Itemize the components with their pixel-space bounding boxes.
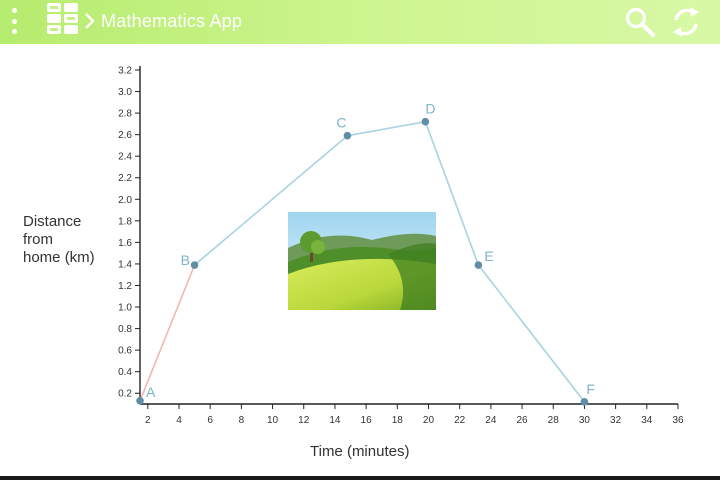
segment-DE <box>424 121 480 266</box>
chart-axes <box>139 66 678 405</box>
x-tick-label: 28 <box>548 415 560 426</box>
y-tick-label: 3.0 <box>118 87 132 98</box>
point-E[interactable] <box>474 261 483 269</box>
x-tick-label: 2 <box>145 415 151 426</box>
y-tick-label: 1.6 <box>118 238 132 249</box>
y-tick-label: 0.6 <box>118 346 132 357</box>
more-vert-icon[interactable] <box>10 8 18 34</box>
x-tick-label: 30 <box>579 415 591 426</box>
y-tick-label: 0.2 <box>118 389 132 400</box>
x-tick-label: 8 <box>239 415 245 426</box>
point-label-F: F <box>586 381 595 397</box>
point-label-A: A <box>146 384 156 400</box>
segment-EF <box>477 264 586 403</box>
segment-CD <box>347 120 426 137</box>
x-tick-label: 16 <box>361 415 373 426</box>
point-F[interactable] <box>580 398 589 406</box>
app-logo-icon[interactable] <box>46 2 80 42</box>
y-tick-label: 0.8 <box>118 324 132 335</box>
y-tick-label: 2.2 <box>118 173 132 184</box>
point-C[interactable] <box>343 131 352 140</box>
y-tick-label: 2.6 <box>118 130 132 141</box>
point-A[interactable] <box>136 396 144 405</box>
point-label-D: D <box>425 101 435 117</box>
x-tick-label: 22 <box>454 415 466 426</box>
axis-titles: Time (minutes) Distance from home (km) <box>23 213 409 460</box>
y-tick-label: 1.0 <box>118 303 132 314</box>
x-tick-label: 36 <box>672 415 684 426</box>
x-tick-label: 14 <box>329 415 341 426</box>
landscape-picture-icon <box>288 212 436 310</box>
app-title: Mathematics App <box>101 11 243 31</box>
x-tick-label: 20 <box>423 415 435 426</box>
y-tick-label: 0.4 <box>118 367 132 378</box>
refresh-icon[interactable] <box>668 4 704 40</box>
x-tick-label: 26 <box>516 415 528 426</box>
y-tick-label: 3.2 <box>118 66 132 77</box>
bottom-divider <box>0 476 720 480</box>
y-tick-label: 2.4 <box>118 152 132 163</box>
y-axis-title-line3: home (km) <box>23 249 95 266</box>
y-tick-label: 1.4 <box>118 259 132 270</box>
point-label-B: B <box>181 252 190 268</box>
chart-series <box>139 120 586 403</box>
x-tick-label: 24 <box>485 415 497 426</box>
chevron-right-icon <box>85 13 95 29</box>
x-tick-label: 18 <box>392 415 404 426</box>
segment-BC <box>194 135 348 266</box>
x-tick-label: 10 <box>267 415 279 426</box>
search-icon[interactable] <box>622 4 658 40</box>
segment-AB <box>139 264 196 402</box>
point-label-E: E <box>484 248 493 264</box>
x-axis-ticks: 2 4 6 8 10 12 14 16 18 20 22 24 26 28 30 32 34 36 <box>145 404 684 426</box>
point-D[interactable] <box>421 117 430 126</box>
y-tick-label: 2.8 <box>118 109 132 120</box>
x-tick-label: 4 <box>176 415 182 426</box>
y-axis-title-line1: Distance <box>23 213 81 230</box>
point-label-C: C <box>336 115 346 131</box>
y-tick-label: 1.2 <box>118 281 132 292</box>
x-tick-label: 32 <box>610 415 622 426</box>
app-toolbar: Mathematics App <box>0 0 720 44</box>
x-tick-label: 6 <box>207 415 213 426</box>
data-points: A B C D E F <box>136 101 595 406</box>
x-tick-label: 12 <box>298 415 310 426</box>
x-axis-title: Time (minutes) <box>310 443 409 460</box>
point-B[interactable] <box>190 261 199 269</box>
y-tick-label: 1.8 <box>118 216 132 227</box>
y-axis-ticks: 0.2 0.4 0.6 0.8 1.0 1.2 1.4 1.6 1.8 2.0 2.2 2.4 2.6 2… <box>118 66 140 400</box>
y-axis-title-line2: from <box>23 231 53 248</box>
distance-time-chart: 0.2 0.4 0.6 0.8 1.0 1.2 1.4 1.6 1.8 2.0 2.2 2.4 2.6 2… <box>23 66 684 461</box>
y-tick-label: 2.0 <box>118 195 132 206</box>
x-tick-label: 34 <box>641 415 653 426</box>
